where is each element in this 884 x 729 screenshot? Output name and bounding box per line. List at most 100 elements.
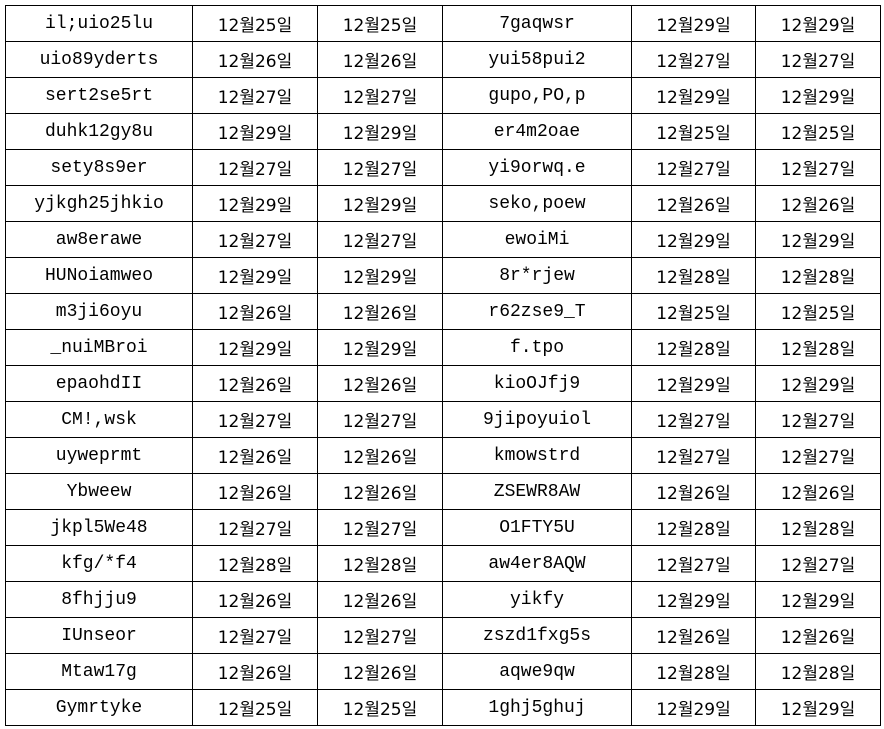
date-cell[interactable]: 12월27일 (192, 617, 318, 654)
date-cell[interactable]: 12월27일 (317, 401, 443, 438)
code-cell[interactable]: seko,poew (442, 185, 632, 222)
code-cell[interactable]: aw8erawe (5, 221, 193, 258)
date-cell[interactable]: 12월26일 (317, 365, 443, 402)
code-cell[interactable]: yikfy (442, 581, 632, 618)
code-cell[interactable]: aw4er8AQW (442, 545, 632, 582)
code-cell[interactable]: kioOJfj9 (442, 365, 632, 402)
date-cell[interactable]: 12월26일 (631, 617, 756, 654)
code-cell[interactable]: HUNoiamweo (5, 257, 193, 294)
code-cell[interactable]: yi9orwq.e (442, 149, 632, 186)
code-cell[interactable]: Gymrtyke (5, 689, 193, 726)
code-cell[interactable]: m3ji6oyu (5, 293, 193, 330)
date-cell[interactable]: 12월26일 (192, 41, 318, 78)
code-cell[interactable]: r62zse9_T (442, 293, 632, 330)
date-cell[interactable]: 12월29일 (755, 221, 881, 258)
date-cell[interactable]: 12월26일 (755, 473, 881, 510)
code-cell[interactable]: jkpl5We48 (5, 509, 193, 546)
date-cell[interactable]: 12월27일 (631, 545, 756, 582)
code-cell[interactable]: 8r*rjew (442, 257, 632, 294)
date-cell[interactable]: 12월28일 (192, 545, 318, 582)
date-cell[interactable]: 12월29일 (317, 113, 443, 150)
date-cell[interactable]: 12월27일 (631, 149, 756, 186)
code-cell[interactable]: kfg/*f4 (5, 545, 193, 582)
date-cell[interactable]: 12월25일 (631, 113, 756, 150)
date-cell[interactable]: 12월28일 (631, 509, 756, 546)
code-cell[interactable]: gupo,PO,p (442, 77, 632, 114)
date-cell[interactable]: 12월29일 (317, 329, 443, 366)
date-cell[interactable]: 12월26일 (192, 365, 318, 402)
code-cell[interactable]: ewoiMi (442, 221, 632, 258)
date-cell[interactable]: 12월26일 (192, 473, 318, 510)
code-cell[interactable]: IUnseor (5, 617, 193, 654)
date-cell[interactable]: 12월25일 (317, 689, 443, 726)
date-cell[interactable]: 12월28일 (755, 257, 881, 294)
date-cell[interactable]: 12월27일 (192, 221, 318, 258)
date-cell[interactable]: 12월27일 (317, 617, 443, 654)
date-cell[interactable]: 12월26일 (192, 581, 318, 618)
date-cell[interactable]: 12월26일 (317, 41, 443, 78)
date-cell[interactable]: 12월29일 (755, 5, 881, 42)
code-cell[interactable]: kmowstrd (442, 437, 632, 474)
date-cell[interactable]: 12월27일 (317, 77, 443, 114)
code-cell[interactable]: 7gaqwsr (442, 5, 632, 42)
code-cell[interactable]: duhk12gy8u (5, 113, 193, 150)
date-cell[interactable]: 12월27일 (317, 221, 443, 258)
date-cell[interactable]: 12월29일 (755, 365, 881, 402)
date-cell[interactable]: 12월28일 (755, 509, 881, 546)
date-cell[interactable]: 12월27일 (317, 509, 443, 546)
code-cell[interactable]: Ybweew (5, 473, 193, 510)
date-cell[interactable]: 12월25일 (631, 293, 756, 330)
date-cell[interactable]: 12월25일 (755, 293, 881, 330)
code-cell[interactable]: ZSEWR8AW (442, 473, 632, 510)
date-cell[interactable]: 12월25일 (317, 5, 443, 42)
date-cell[interactable]: 12월28일 (317, 545, 443, 582)
date-cell[interactable]: 12월29일 (631, 77, 756, 114)
date-cell[interactable]: 12월29일 (631, 689, 756, 726)
date-cell[interactable]: 12월29일 (192, 185, 318, 222)
date-cell[interactable]: 12월29일 (192, 257, 318, 294)
date-cell[interactable]: 12월29일 (317, 185, 443, 222)
date-cell[interactable]: 12월26일 (755, 185, 881, 222)
date-cell[interactable]: 12월26일 (755, 617, 881, 654)
date-cell[interactable]: 12월27일 (755, 149, 881, 186)
date-cell[interactable]: 12월28일 (631, 653, 756, 690)
date-cell[interactable]: 12월29일 (755, 581, 881, 618)
code-cell[interactable]: 9jipoyuiol (442, 401, 632, 438)
date-cell[interactable]: 12월27일 (631, 437, 756, 474)
date-cell[interactable]: 12월27일 (755, 437, 881, 474)
code-cell[interactable]: f.tpo (442, 329, 632, 366)
date-cell[interactable]: 12월27일 (317, 149, 443, 186)
date-cell[interactable]: 12월29일 (631, 221, 756, 258)
date-cell[interactable]: 12월27일 (192, 77, 318, 114)
date-cell[interactable]: 12월26일 (631, 185, 756, 222)
date-cell[interactable]: 12월26일 (192, 653, 318, 690)
date-cell[interactable]: 12월29일 (317, 257, 443, 294)
code-cell[interactable]: 1ghj5ghuj (442, 689, 632, 726)
date-cell[interactable]: 12월28일 (631, 257, 756, 294)
date-cell[interactable]: 12월27일 (192, 401, 318, 438)
date-cell[interactable]: 12월26일 (317, 293, 443, 330)
date-cell[interactable]: 12월26일 (192, 293, 318, 330)
code-cell[interactable]: il;uio25lu (5, 5, 193, 42)
date-cell[interactable]: 12월26일 (317, 581, 443, 618)
date-cell[interactable]: 12월29일 (631, 5, 756, 42)
code-cell[interactable]: 8fhjju9 (5, 581, 193, 618)
date-cell[interactable]: 12월27일 (755, 41, 881, 78)
date-cell[interactable]: 12월26일 (192, 437, 318, 474)
code-cell[interactable]: Mtaw17g (5, 653, 193, 690)
date-cell[interactable]: 12월25일 (192, 5, 318, 42)
date-cell[interactable]: 12월27일 (192, 509, 318, 546)
date-cell[interactable]: 12월29일 (192, 113, 318, 150)
code-cell[interactable]: _nuiMBroi (5, 329, 193, 366)
date-cell[interactable]: 12월28일 (631, 329, 756, 366)
date-cell[interactable]: 12월26일 (317, 437, 443, 474)
date-cell[interactable]: 12월27일 (192, 149, 318, 186)
date-cell[interactable]: 12월28일 (755, 329, 881, 366)
date-cell[interactable]: 12월29일 (192, 329, 318, 366)
date-cell[interactable]: 12월26일 (631, 473, 756, 510)
date-cell[interactable]: 12월29일 (631, 581, 756, 618)
date-cell[interactable]: 12월27일 (631, 401, 756, 438)
code-cell[interactable]: sert2se5rt (5, 77, 193, 114)
date-cell[interactable]: 12월26일 (317, 653, 443, 690)
code-cell[interactable]: epaohdII (5, 365, 193, 402)
